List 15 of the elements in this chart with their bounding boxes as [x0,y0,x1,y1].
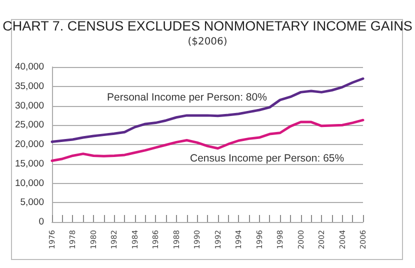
y-tick-label: 5,000 [20,197,44,208]
y-tick-label: 35,000 [14,80,44,92]
annotation: Census Income per Person: 65% [190,152,344,164]
y-tick-label: 40,000 [14,62,44,72]
y-tick-label: 15,000 [14,158,44,170]
annotation: Personal Income per Person: 80% [107,92,267,104]
line-series [50,77,364,144]
y-tick-label: 20,000 [14,139,44,150]
y-tick-label: 30,000 [14,100,44,112]
y-tick-label: 10,000 [14,178,44,189]
y-tick-label: 25,000 [14,120,44,131]
line-series [50,118,364,162]
chart-title: CHART 7. CENSUS EXCLUDES NONMONETARY INCOME GAINS [2,18,412,34]
chart-subtitle: ($2006) [188,36,228,48]
y-tick-label: 0 [38,216,44,228]
